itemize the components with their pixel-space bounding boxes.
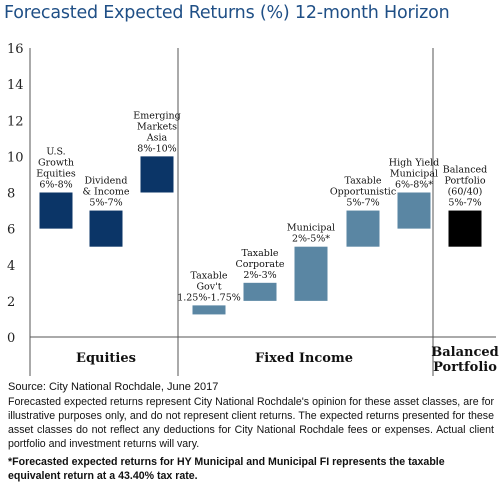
- bar-label: Balanced: [443, 165, 488, 176]
- range-bar: [89, 210, 123, 247]
- range-bar: [397, 192, 431, 229]
- y-tick-label: 8: [7, 187, 15, 202]
- bar-label: U.S.: [46, 147, 65, 158]
- bar-label: Corporate: [236, 259, 285, 270]
- bar-label: Portfolio: [444, 176, 485, 187]
- bar-label: Municipal: [287, 223, 335, 234]
- range-bar: [346, 210, 380, 247]
- group-label: Portfolio: [433, 360, 497, 375]
- bar-label: (60/40): [448, 187, 483, 198]
- y-tick-label: 14: [7, 78, 24, 93]
- bar-label: 5%-7%: [89, 198, 122, 209]
- bar-label: 5%-7%: [448, 198, 481, 209]
- bar-label: & Income: [82, 187, 129, 198]
- bar-label: 6%-8%*: [395, 180, 433, 191]
- bar-label: High Yield: [389, 158, 439, 169]
- range-bar: [448, 210, 482, 247]
- y-tick-label: 4: [7, 259, 15, 274]
- range-bar: [243, 282, 277, 301]
- footnote-text: *Forecasted expected returns for HY Muni…: [8, 456, 445, 482]
- bar-label: Markets: [137, 121, 177, 132]
- bar-label: Municipal: [390, 169, 438, 180]
- chart-frame: [29, 48, 496, 376]
- range-bar: [192, 305, 226, 315]
- bar-label: Asia: [146, 132, 168, 143]
- source-note: Source: City National Rochdale, June 201…: [8, 381, 219, 393]
- y-tick-label: 2: [7, 295, 15, 310]
- bar-label: Emerging: [133, 110, 180, 121]
- range-bar: [140, 156, 174, 193]
- bar-label: 6%-8%: [39, 180, 72, 191]
- y-axis: 0 2 4 6 8 10 12 14 16: [7, 42, 24, 346]
- bar-label: 1.25%-1.75%: [177, 292, 241, 303]
- y-tick-label: 10: [7, 150, 24, 165]
- y-tick-label: 12: [7, 114, 24, 129]
- bar-label: Taxable: [241, 248, 278, 259]
- y-tick-label: 6: [7, 223, 15, 238]
- bar-label: Gov't: [196, 281, 221, 292]
- chart-title: Forecasted Expected Returns (%) 12-month…: [4, 3, 450, 23]
- bars: [39, 156, 482, 315]
- bar-label: Opportunistic: [330, 187, 396, 198]
- bar-label: 8%-10%: [137, 143, 176, 154]
- bar-label: Dividend: [85, 176, 128, 187]
- group-label: Fixed Income: [255, 351, 353, 366]
- group-label: Balanced: [431, 345, 499, 360]
- bar-label: Growth: [38, 158, 74, 169]
- range-bar: [294, 246, 328, 301]
- disclaimer-text: Forecasted expected returns represent Ci…: [8, 396, 494, 450]
- bar-label: 5%-7%: [346, 198, 379, 209]
- group-label: Equities: [76, 351, 136, 366]
- y-tick-label: 0: [7, 331, 15, 346]
- bar-label: 2%-3%: [243, 270, 276, 281]
- bar-label: Taxable: [190, 270, 227, 281]
- y-tick-label: 16: [7, 42, 24, 57]
- range-bar: [39, 192, 73, 229]
- bar-label: 2%-5%*: [292, 234, 330, 245]
- bar-label: Equities: [36, 169, 76, 180]
- bar-label: Taxable: [344, 176, 381, 187]
